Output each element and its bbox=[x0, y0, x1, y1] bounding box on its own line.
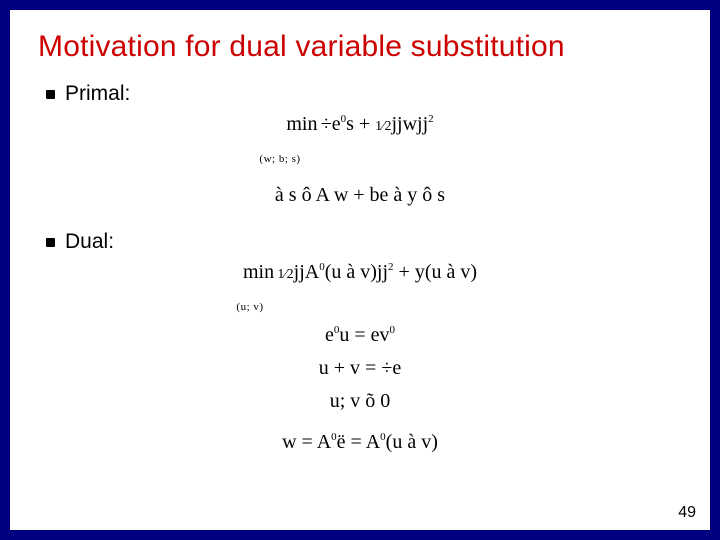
dual-objective: min 1⁄2jjA0(u à v)jj2 + y(u à v) (u; v) bbox=[38, 262, 682, 313]
math-text: à s ô A w + be à y ô s bbox=[275, 184, 445, 206]
bullet-primal: Primal: bbox=[46, 82, 682, 106]
bullet-primal-label: Primal: bbox=[65, 82, 130, 106]
math-text: min bbox=[243, 261, 274, 283]
math-text: u + v = ÷e bbox=[319, 357, 401, 379]
bullet-dual: Dual: bbox=[46, 230, 682, 254]
math-text: (u à v)jj bbox=[325, 261, 388, 283]
math-frac: 1⁄2 bbox=[375, 119, 391, 134]
primal-objective: min ÷e0s + 1⁄2jjwjj2 (w; b; s) bbox=[38, 114, 682, 165]
math-sub: (u; v) bbox=[236, 301, 263, 313]
math-text: u = ev bbox=[339, 324, 389, 346]
bullet-dot-icon bbox=[46, 238, 55, 247]
math-text: w = A bbox=[282, 431, 331, 453]
bullet-dual-label: Dual: bbox=[65, 230, 114, 254]
math-text: s + bbox=[346, 113, 375, 135]
math-text: ÷e bbox=[321, 113, 341, 135]
math-sup: 0 bbox=[390, 324, 396, 336]
math-text: + y(u à v) bbox=[394, 261, 477, 283]
math-text: jjA bbox=[294, 261, 320, 283]
math-text: min bbox=[286, 113, 317, 135]
primal-constraint: à s ô A w + be à y ô s bbox=[38, 185, 682, 206]
dual-constraint-2: u + v = ÷e bbox=[38, 358, 682, 379]
page-number: 49 bbox=[678, 504, 696, 522]
math-text: u; v õ 0 bbox=[330, 390, 391, 412]
math-text: jjwjj bbox=[391, 113, 428, 135]
math-sub: (w; b; s) bbox=[259, 153, 300, 165]
dual-constraint-1: e0u = ev0 bbox=[38, 325, 682, 346]
math-sup: 2 bbox=[428, 113, 434, 125]
dual-constraint-3: u; v õ 0 bbox=[38, 391, 682, 412]
math-text: (u à v) bbox=[386, 431, 438, 453]
slide-title: Motivation for dual variable substitutio… bbox=[38, 30, 682, 64]
math-text: ë = A bbox=[337, 431, 381, 453]
bullet-dot-icon bbox=[46, 90, 55, 99]
math-text: e bbox=[325, 324, 334, 346]
slide-frame: Motivation for dual variable substitutio… bbox=[0, 0, 720, 540]
dual-w-definition: w = A0ë = A0(u à v) bbox=[38, 432, 682, 453]
math-frac: 1⁄2 bbox=[277, 267, 293, 282]
